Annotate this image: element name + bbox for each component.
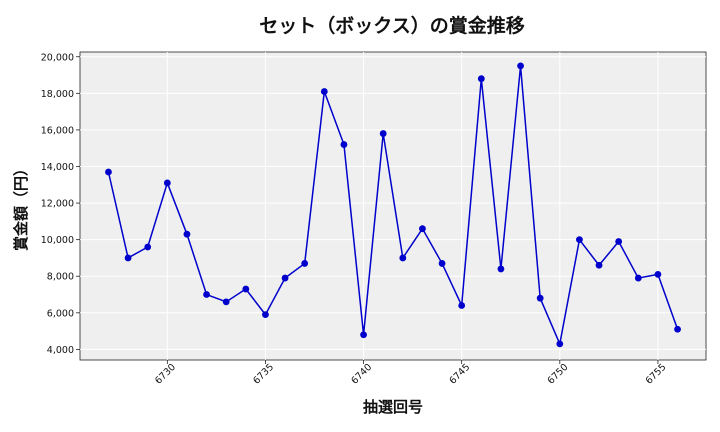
x-tick-label: 6750 — [546, 362, 571, 387]
data-point — [379, 130, 387, 137]
grid-lines — [80, 52, 706, 360]
x-tick-label: 6730 — [153, 362, 178, 387]
x-tick-label: 6740 — [349, 362, 374, 387]
y-tick-label: 4,000 — [47, 345, 74, 356]
data-point — [320, 88, 328, 95]
data-point — [144, 243, 152, 251]
x-tick-label: 6745 — [447, 362, 472, 387]
x-axis-label: 抽選回号 — [363, 398, 423, 416]
y-axis-label: 賞金額（円） — [12, 161, 30, 251]
data-point — [124, 254, 132, 262]
data-point — [222, 298, 230, 306]
data-point — [203, 291, 210, 298]
data-point — [340, 141, 348, 148]
data-point — [163, 179, 171, 187]
data-point — [262, 311, 269, 319]
data-point — [399, 254, 407, 262]
y-axis-ticks: 4,000 6,000 8,000 10,000 12,000 14,000 16,000 1… — [41, 52, 80, 356]
data-point — [438, 260, 446, 267]
data-point — [360, 331, 367, 339]
data-point — [576, 236, 583, 244]
data-point — [477, 75, 485, 83]
data-point — [556, 340, 564, 348]
x-axis-ticks: 6730 6735 6740 6745 6750 6755 — [153, 360, 669, 387]
y-tick-label: 16,000 — [41, 125, 74, 136]
data-point — [105, 168, 112, 176]
chart-title: セット（ボックス）の賞金推移 — [259, 14, 524, 37]
data-point — [634, 274, 642, 282]
y-tick-label: 18,000 — [41, 89, 74, 100]
data-point — [595, 261, 603, 269]
data-point — [615, 238, 623, 245]
data-point — [419, 225, 426, 233]
series-line — [107, 65, 679, 347]
data-point — [242, 285, 250, 293]
data-point — [497, 265, 505, 273]
data-point — [674, 325, 681, 333]
data-points — [105, 62, 681, 348]
plot-area — [79, 51, 707, 361]
y-tick-label: 8,000 — [47, 272, 74, 283]
data-point — [458, 302, 466, 309]
data-point — [281, 274, 289, 282]
data-point — [654, 271, 662, 278]
y-tick-label: 10,000 — [41, 235, 74, 246]
data-point — [301, 260, 309, 267]
data-point — [536, 294, 544, 302]
x-tick-label: 6755 — [644, 362, 669, 387]
data-point — [517, 62, 524, 70]
x-tick-label: 6735 — [251, 362, 276, 387]
y-tick-label: 20,000 — [41, 52, 74, 63]
y-tick-label: 12,000 — [41, 199, 74, 210]
y-tick-label: 14,000 — [41, 162, 74, 173]
data-point — [183, 230, 191, 238]
y-tick-label: 6,000 — [47, 308, 74, 319]
